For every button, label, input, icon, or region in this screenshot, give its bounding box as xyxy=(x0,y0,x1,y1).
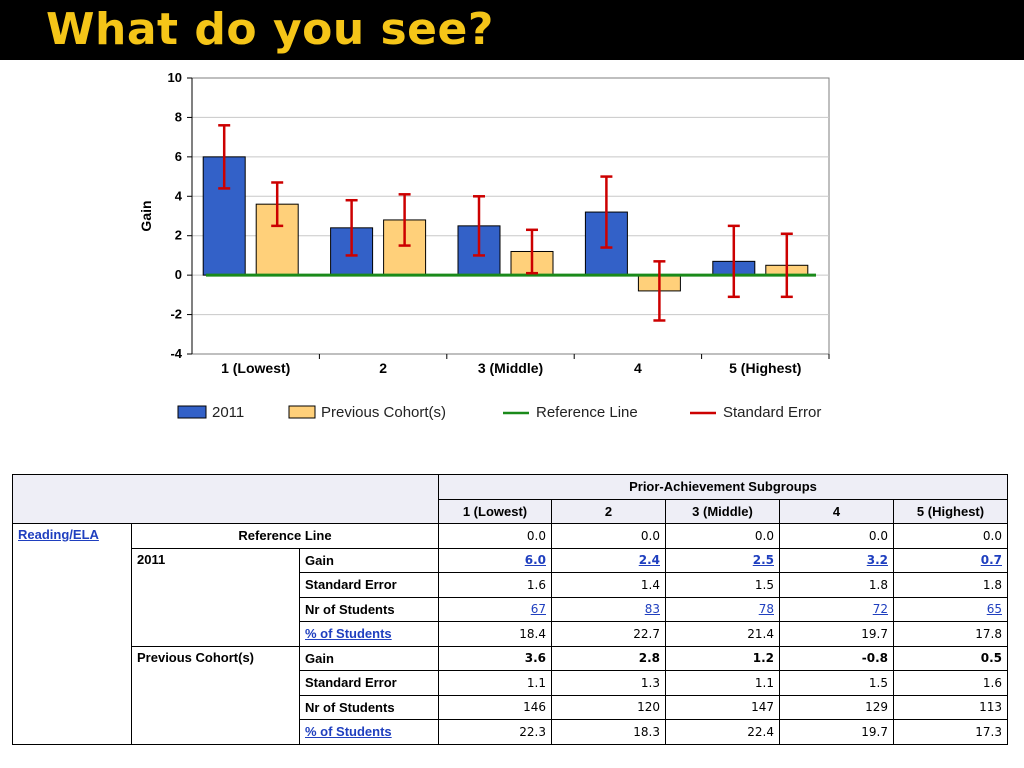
table-row-reference: Reading/ELA Reference Line 0.0 0.0 0.0 0… xyxy=(12,523,1008,745)
row-label: Standard Error xyxy=(299,670,439,696)
table-row: Standard Error 1.6 1.4 1.5 1.8 1.8 xyxy=(13,572,1008,598)
table-row: % of Students 22.3 18.3 22.4 19.7 17.3 xyxy=(13,719,1008,745)
y-tick-label: 2 xyxy=(175,228,182,243)
table-row: Nr of Students 67 83 78 72 65 xyxy=(13,596,1008,622)
table-cell: 1.4 xyxy=(551,572,666,598)
x-tick-label: 5 (Highest) xyxy=(729,360,801,376)
table-header-row: Prior-Achievement Subgroups xyxy=(12,474,1008,524)
page-title: What do you see? xyxy=(46,4,494,55)
table-cell: 1.6 xyxy=(438,572,552,598)
y-tick-label: -2 xyxy=(170,307,182,322)
students-link[interactable]: 83 xyxy=(644,602,660,617)
row-label: Nr of Students xyxy=(299,596,439,622)
legend-label-previous: Previous Cohort(s) xyxy=(321,404,446,421)
table-cell: 22.4 xyxy=(665,719,780,745)
table-cell: 146 xyxy=(438,694,552,720)
legend-label-2011: 2011 xyxy=(212,404,244,421)
table-cell: 22.3 xyxy=(438,719,552,745)
pct-students-link[interactable]: % of Students xyxy=(305,626,392,642)
table-cell: 1.3 xyxy=(551,670,666,696)
table-cell: 18.4 xyxy=(438,621,552,647)
gain-link[interactable]: 2.4 xyxy=(638,553,660,568)
row-label: Gain xyxy=(299,547,439,573)
row-label: Nr of Students xyxy=(299,694,439,720)
x-tick-label: 3 (Middle) xyxy=(478,360,543,376)
column-header: 5 (Highest) xyxy=(893,498,1008,524)
y-axis-label: Gain xyxy=(138,200,154,231)
reference-label: Reference Line xyxy=(131,523,439,549)
students-link[interactable]: 72 xyxy=(872,602,888,617)
y-tick-label: 0 xyxy=(175,267,182,282)
table-cell: 1.1 xyxy=(438,670,552,696)
gain-chart: 10 8 6 4 2 0 -2 -4 Gain 1 (Lowest) 2 3 (Middle) 4 5 (… xyxy=(138,70,830,421)
y-tick-label: -4 xyxy=(170,346,182,361)
table-row: 2011 Gain 6.0 2.4 2.5 3.2 0.7 xyxy=(13,547,1008,647)
subject-cell: Reading/ELA xyxy=(12,523,132,745)
table-row: Nr of Students 146 120 147 129 113 xyxy=(13,694,1008,720)
y-tick-label: 10 xyxy=(168,70,182,85)
table-cell: 0.0 xyxy=(665,523,780,549)
table-cell: 1.1 xyxy=(665,670,780,696)
row-label: Gain xyxy=(299,645,439,671)
legend-label-error: Standard Error xyxy=(723,404,821,421)
group-label-previous: Previous Cohort(s) xyxy=(131,645,300,745)
table-column-header-row: 1 (Lowest) 2 3 (Middle) 4 5 (Highest) xyxy=(13,498,1008,524)
table-cell: 0.5 xyxy=(893,645,1008,671)
table-cell: 19.7 xyxy=(779,621,894,647)
gain-link[interactable]: 2.5 xyxy=(752,553,774,568)
legend-swatch-2011 xyxy=(177,405,207,419)
table-cell: 1.6 xyxy=(893,670,1008,696)
table-cell: 0.0 xyxy=(551,523,666,549)
y-tick-label: 4 xyxy=(175,188,183,203)
students-link[interactable]: 65 xyxy=(986,602,1002,617)
y-tick-label: 6 xyxy=(175,149,182,164)
table-cell: 1.2 xyxy=(665,645,780,671)
table-cell: 120 xyxy=(551,694,666,720)
table-row: % of Students 18.4 22.7 21.4 19.7 17.8 xyxy=(13,621,1008,647)
x-tick-label: 1 (Lowest) xyxy=(221,360,290,376)
table-cell: 17.3 xyxy=(893,719,1008,745)
gain-link[interactable]: 3.2 xyxy=(866,553,888,568)
pct-students-link[interactable]: % of Students xyxy=(305,724,392,740)
table-cell: 3.6 xyxy=(438,645,552,671)
x-tick-label: 2 xyxy=(379,360,387,376)
table-cell: 18.3 xyxy=(551,719,666,745)
gain-link[interactable]: 6.0 xyxy=(524,553,546,568)
table-cell: 21.4 xyxy=(665,621,780,647)
table-cell: 0.0 xyxy=(779,523,894,549)
group-header: Prior-Achievement Subgroups xyxy=(438,474,1008,500)
table-cell: 17.8 xyxy=(893,621,1008,647)
table-cell: -0.8 xyxy=(779,645,894,671)
gain-link[interactable]: 0.7 xyxy=(980,553,1002,568)
data-table: Prior-Achievement Subgroups 1 (Lowest) 2… xyxy=(12,474,1008,745)
subject-link[interactable]: Reading/ELA xyxy=(18,527,99,542)
row-label: Standard Error xyxy=(299,572,439,598)
students-link[interactable]: 78 xyxy=(758,602,774,617)
table-cell: 1.8 xyxy=(779,572,894,598)
title-bar: What do you see? xyxy=(0,0,1024,60)
table-cell: 147 xyxy=(665,694,780,720)
y-tick-label: 8 xyxy=(175,109,182,124)
table-cell: 1.8 xyxy=(893,572,1008,598)
group-label-2011: 2011 xyxy=(131,547,300,647)
table-cell: 1.5 xyxy=(779,670,894,696)
table-row: Previous Cohort(s) Gain 3.6 2.8 1.2 -0.8… xyxy=(13,645,1008,745)
table-cell: 0.0 xyxy=(893,523,1008,549)
table-corner-cell xyxy=(12,474,439,524)
column-header: 3 (Middle) xyxy=(665,498,780,524)
table-cell: 113 xyxy=(893,694,1008,720)
table-cell: 0.0 xyxy=(438,523,552,549)
x-tick-label: 4 xyxy=(634,360,642,376)
table-cell: 19.7 xyxy=(779,719,894,745)
legend-label-reference: Reference Line xyxy=(536,404,638,421)
students-link[interactable]: 67 xyxy=(530,602,546,617)
table-cell: 1.5 xyxy=(665,572,780,598)
column-header: 2 xyxy=(551,498,666,524)
table-cell: 22.7 xyxy=(551,621,666,647)
table-cell: 2.8 xyxy=(551,645,666,671)
column-header: 4 xyxy=(779,498,894,524)
legend-swatch-previous xyxy=(288,405,316,419)
column-header: 1 (Lowest) xyxy=(438,498,552,524)
table-cell: 129 xyxy=(779,694,894,720)
